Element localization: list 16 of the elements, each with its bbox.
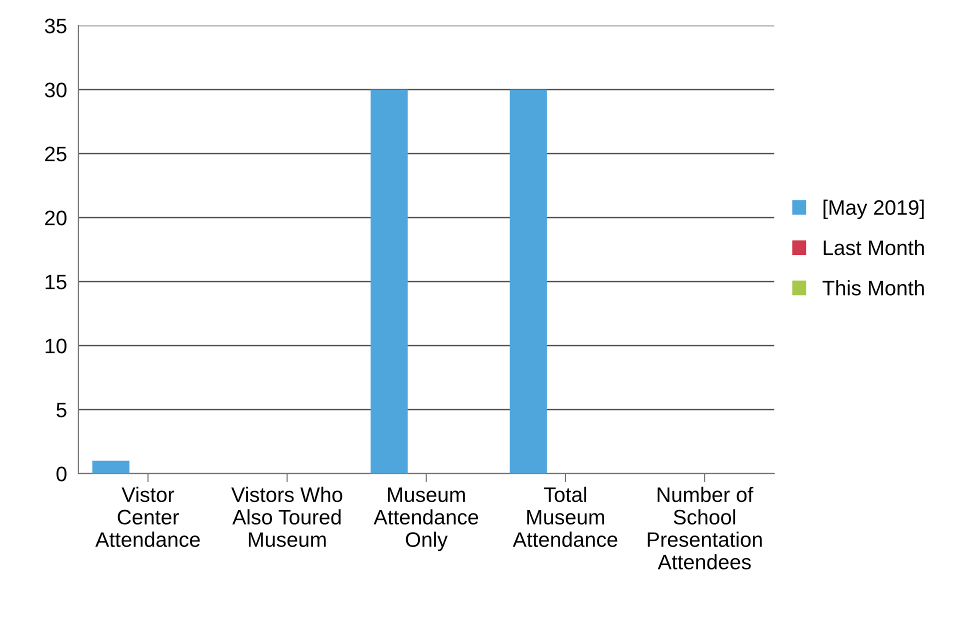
y-tick-label: 10	[46, 338, 66, 354]
legend-label: This Month	[822, 280, 924, 296]
y-tick-label: 0	[56, 466, 66, 482]
x-tick-label: Vistor Center Attendance	[95, 486, 200, 547]
y-tick-label: 5	[56, 402, 66, 418]
y-tick-label: 35	[44, 18, 66, 34]
x-tick-label: Museum Attendance Only	[374, 488, 478, 552]
y-tick-label: 20	[45, 210, 66, 226]
y-tick-label: 25	[45, 146, 66, 162]
x-tick-label: Number of School Presentation Attendees	[648, 486, 762, 570]
legend-label: Last Month	[824, 240, 924, 256]
y-tick-label: 30	[44, 82, 66, 98]
y-tick-label: 15	[46, 274, 66, 290]
x-tick-label: Total Museum Attendance	[512, 486, 618, 547]
x-tick-label: Vistors Who Also Toured Museum	[231, 486, 342, 547]
legend-label: [May 2019]	[824, 200, 924, 220]
